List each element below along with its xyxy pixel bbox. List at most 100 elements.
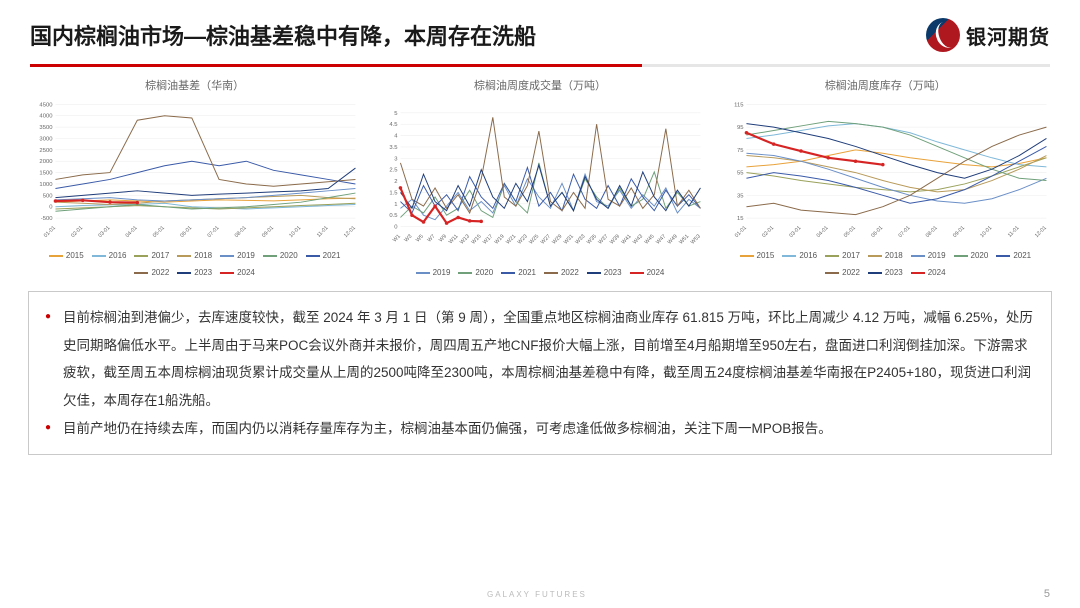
svg-text:W49: W49 (667, 234, 679, 246)
svg-text:03-01: 03-01 (788, 225, 802, 239)
chart3-title: 棕榈油周度库存（万吨） (719, 77, 1052, 93)
svg-text:4000: 4000 (39, 114, 53, 120)
svg-text:W7: W7 (427, 234, 437, 244)
svg-text:2500: 2500 (39, 148, 53, 154)
footer-brand: GALAXY FUTURES (487, 590, 587, 599)
page-title: 国内棕榈油市场—棕油基差稳中有降，本周存在洗船 (30, 19, 536, 51)
svg-text:W21: W21 (506, 234, 518, 246)
svg-text:W13: W13 (459, 234, 471, 246)
svg-text:05-01: 05-01 (152, 225, 166, 239)
title-underline (30, 64, 1050, 67)
footer: GALAXY FUTURES 5 (0, 588, 1080, 600)
svg-text:75: 75 (737, 148, 744, 154)
svg-text:0.5: 0.5 (390, 213, 399, 219)
svg-text:08-01: 08-01 (234, 225, 248, 239)
charts-row: 棕榈油基差（华南） -50005001000150020002500300035… (0, 77, 1080, 277)
chart2-svg: 00.511.522.533.544.55W1W3W5W7W9W11W13W15… (373, 95, 706, 266)
svg-text:09-01: 09-01 (952, 225, 966, 239)
logo-text: 银河期货 (966, 21, 1050, 50)
chart2-legend: 201920202021202220232024 (373, 266, 706, 277)
svg-text:W25: W25 (529, 234, 541, 246)
svg-text:4.5: 4.5 (390, 122, 399, 128)
svg-text:-500: -500 (41, 216, 53, 222)
svg-text:W45: W45 (644, 234, 656, 246)
svg-text:W43: W43 (632, 234, 644, 246)
bullet-2: 目前产地仍在持续去库，而国内仍以消耗存量库存为主，棕榈油基本面仍偏强，可考虑逢低… (45, 415, 1035, 443)
svg-text:05-01: 05-01 (843, 225, 857, 239)
svg-text:04-01: 04-01 (815, 225, 829, 239)
chart1-title: 棕榈油基差（华南） (28, 77, 361, 93)
svg-text:W41: W41 (621, 234, 633, 246)
chart3-svg: 15 35 55 75 95 115 01-01 02-01 03-01 04-01 05-01 06… (719, 95, 1052, 249)
svg-text:4500: 4500 (39, 102, 53, 108)
svg-text:W35: W35 (586, 234, 598, 246)
svg-text:W15: W15 (471, 234, 483, 246)
svg-text:500: 500 (43, 193, 54, 199)
svg-text:10-01: 10-01 (288, 225, 302, 239)
svg-text:1000: 1000 (39, 182, 53, 188)
chart3-legend: 2015201620172018201920202021202220232024 (719, 249, 1052, 277)
svg-text:1: 1 (395, 202, 398, 208)
svg-text:W27: W27 (540, 234, 552, 246)
brand-logo: 银河期货 (926, 18, 1050, 52)
svg-text:15: 15 (737, 216, 744, 222)
chart-volume: 棕榈油周度成交量（万吨） 00.511.522.533.544.55W1W3W5… (373, 77, 706, 277)
svg-text:12-01: 12-01 (1034, 225, 1048, 239)
chart1-legend: 2015201620172018201920202021202220232024 (28, 249, 361, 277)
chart-inventory: 棕榈油周度库存（万吨） 15 35 55 75 95 115 01-01 02-01 03-01… (719, 77, 1052, 277)
svg-text:01-01: 01-01 (43, 225, 57, 239)
svg-text:W9: W9 (438, 234, 448, 244)
chart-basis: 棕榈油基差（华南） -500 0 500 1000 1500 2000 2500 3000 35… (28, 77, 361, 277)
svg-text:55: 55 (737, 171, 744, 177)
svg-text:0: 0 (395, 225, 399, 231)
svg-text:02-01: 02-01 (70, 225, 84, 239)
svg-text:04-01: 04-01 (125, 225, 139, 239)
svg-text:10-01: 10-01 (979, 225, 993, 239)
svg-text:W51: W51 (679, 234, 691, 246)
bullet-1: 目前棕榈油到港偏少，去库速度较快，截至 2024 年 3 月 1 日（第 9 周… (45, 304, 1035, 415)
svg-text:3000: 3000 (39, 136, 53, 142)
svg-text:W11: W11 (448, 234, 460, 246)
chart2-title: 棕榈油周度成交量（万吨） (373, 77, 706, 93)
svg-text:01-01: 01-01 (734, 225, 748, 239)
svg-text:5: 5 (395, 111, 399, 117)
svg-text:03-01: 03-01 (97, 225, 111, 239)
page-number: 5 (1044, 588, 1050, 600)
svg-text:W23: W23 (517, 234, 529, 246)
svg-text:07-01: 07-01 (207, 225, 221, 239)
analysis-box: 目前棕榈油到港偏少，去库速度较快，截至 2024 年 3 月 1 日（第 9 周… (28, 291, 1052, 455)
svg-text:2000: 2000 (39, 159, 53, 165)
svg-text:W39: W39 (609, 234, 621, 246)
svg-text:12-01: 12-01 (343, 225, 357, 239)
svg-text:W37: W37 (598, 234, 610, 246)
svg-text:3.5: 3.5 (390, 145, 399, 151)
svg-text:3: 3 (395, 156, 399, 162)
svg-text:2.5: 2.5 (390, 168, 399, 174)
svg-text:W5: W5 (415, 234, 425, 244)
svg-text:W31: W31 (563, 234, 575, 246)
svg-text:1500: 1500 (39, 171, 53, 177)
svg-text:06-01: 06-01 (870, 225, 884, 239)
logo-icon (926, 18, 960, 52)
svg-text:4: 4 (395, 134, 399, 140)
svg-text:W29: W29 (552, 234, 564, 246)
svg-text:W47: W47 (656, 234, 668, 246)
svg-text:07-01: 07-01 (897, 225, 911, 239)
svg-text:09-01: 09-01 (261, 225, 275, 239)
svg-text:W17: W17 (482, 234, 494, 246)
svg-text:W3: W3 (404, 234, 414, 244)
svg-text:W1: W1 (392, 234, 402, 244)
svg-text:11-01: 11-01 (1007, 225, 1021, 239)
svg-text:0: 0 (49, 205, 53, 211)
svg-text:W19: W19 (494, 234, 506, 246)
svg-text:08-01: 08-01 (924, 225, 938, 239)
svg-text:02-01: 02-01 (761, 225, 775, 239)
svg-text:95: 95 (737, 125, 744, 131)
svg-text:35: 35 (737, 193, 744, 199)
svg-text:115: 115 (734, 102, 744, 108)
svg-text:3500: 3500 (39, 125, 53, 131)
svg-text:W53: W53 (690, 234, 702, 246)
svg-text:06-01: 06-01 (179, 225, 193, 239)
svg-text:W33: W33 (575, 234, 587, 246)
svg-text:1.5: 1.5 (390, 190, 399, 196)
